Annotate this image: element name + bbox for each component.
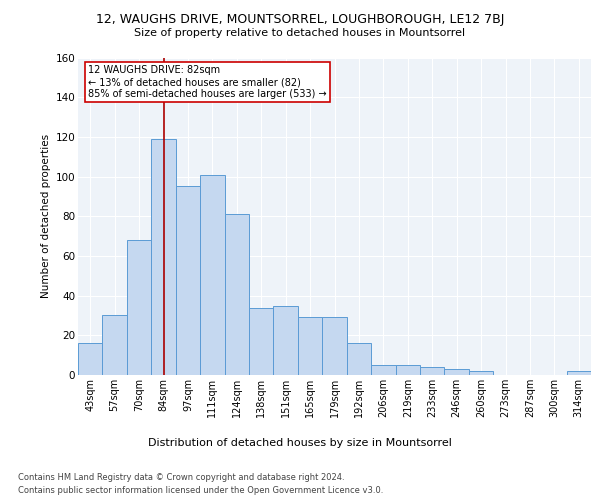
Bar — [224, 214, 249, 375]
Bar — [371, 365, 395, 375]
Bar — [176, 186, 200, 375]
Text: 12, WAUGHS DRIVE, MOUNTSORREL, LOUGHBOROUGH, LE12 7BJ: 12, WAUGHS DRIVE, MOUNTSORREL, LOUGHBORO… — [96, 12, 504, 26]
Bar — [78, 343, 103, 375]
Bar — [347, 343, 371, 375]
Bar — [298, 318, 322, 375]
Bar — [274, 306, 298, 375]
Bar — [249, 308, 274, 375]
Bar — [127, 240, 151, 375]
Text: Contains public sector information licensed under the Open Government Licence v3: Contains public sector information licen… — [18, 486, 383, 495]
Bar — [103, 316, 127, 375]
Text: Contains HM Land Registry data © Crown copyright and database right 2024.: Contains HM Land Registry data © Crown c… — [18, 472, 344, 482]
Bar — [395, 365, 420, 375]
Bar — [566, 371, 591, 375]
Y-axis label: Number of detached properties: Number of detached properties — [41, 134, 52, 298]
Bar — [151, 139, 176, 375]
Bar — [420, 367, 445, 375]
Text: Distribution of detached houses by size in Mountsorrel: Distribution of detached houses by size … — [148, 438, 452, 448]
Bar — [200, 174, 224, 375]
Bar — [322, 318, 347, 375]
Text: Size of property relative to detached houses in Mountsorrel: Size of property relative to detached ho… — [134, 28, 466, 38]
Bar — [469, 371, 493, 375]
Bar — [445, 369, 469, 375]
Text: 12 WAUGHS DRIVE: 82sqm
← 13% of detached houses are smaller (82)
85% of semi-det: 12 WAUGHS DRIVE: 82sqm ← 13% of detached… — [88, 66, 327, 98]
